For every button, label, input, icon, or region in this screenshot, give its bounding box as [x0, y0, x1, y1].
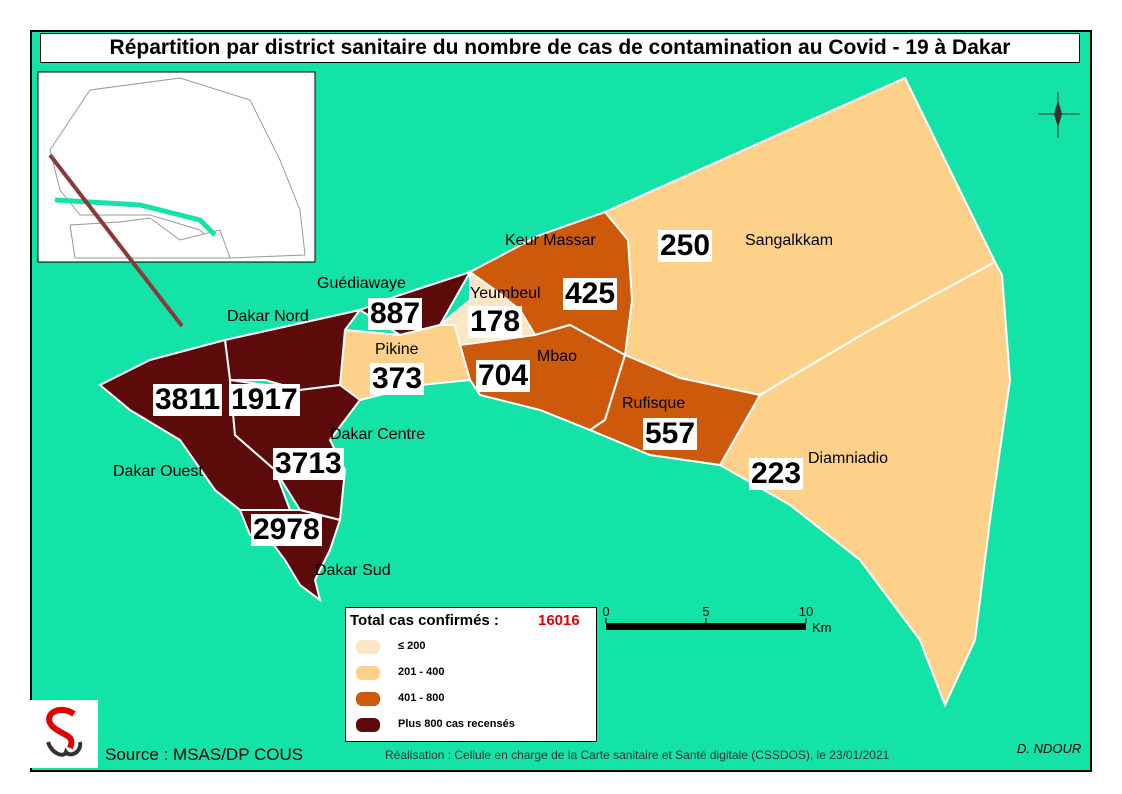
district-name: Yeumbeul [470, 285, 541, 302]
legend: Total cas confirmés : 16016 ≤ 200 201 - 4… [345, 607, 597, 742]
district-name: Dakar Nord [227, 308, 309, 325]
compass [1038, 92, 1080, 138]
district-cases: 425 [563, 277, 618, 310]
scale-tick-label: 0 [602, 604, 609, 619]
district-name: Sangalkkam [745, 232, 834, 249]
district-area [587, 353, 762, 467]
district-cases: 373 [370, 362, 425, 395]
locator-line [48, 153, 184, 328]
district-name: Dakar Ouest [113, 463, 203, 480]
legend-swatch [356, 666, 380, 680]
author: D. NDOUR [1017, 741, 1082, 756]
district-name: Mbao [537, 348, 578, 365]
credit: Réalisation : Cellule en charge de la Ca… [385, 748, 890, 762]
legend-total-label: Total cas confirmés : [350, 612, 499, 629]
district-cases: 1917 [229, 383, 300, 416]
legend-label: 201 - 400 [398, 666, 445, 678]
district-name: Pikine [375, 341, 419, 358]
legend-total: 16016 [538, 612, 580, 629]
scale-tick-label: 10 [799, 604, 813, 619]
logo [30, 700, 98, 768]
district-cases: 3811 [153, 383, 223, 416]
legend-swatch [356, 640, 380, 654]
scale-tick-label: 5 [702, 604, 709, 619]
district-cases: 557 [643, 417, 698, 450]
district-name: Dakar Sud [315, 562, 391, 579]
district-cases: 887 [368, 297, 423, 330]
legend-label: 401 - 800 [398, 692, 445, 704]
source: Source : MSAS/DP COUS [105, 745, 304, 764]
inset-river [54, 197, 217, 237]
district-cases: 704 [476, 359, 531, 392]
district-area [98, 338, 292, 511]
inset-country [49, 77, 306, 259]
district-name: Dakar Centre [330, 426, 426, 443]
district-cases: 178 [468, 305, 523, 338]
district-cases: 250 [658, 229, 713, 262]
scale-unit: Km [812, 620, 832, 635]
district-cases: 3713 [273, 447, 344, 480]
district-name: Rufisque [622, 395, 686, 412]
legend-label: Plus 800 cas recensés [398, 718, 515, 730]
scale-bar-body [606, 623, 806, 630]
legend-swatch [356, 718, 380, 732]
logo-mark [46, 706, 83, 757]
title: Répartition par district sanitaire du no… [40, 33, 1080, 63]
district-name: Keur Massar [505, 232, 596, 249]
district-cases: 223 [749, 457, 804, 490]
district-cases: 2978 [251, 513, 322, 546]
legend-label: ≤ 200 [398, 640, 426, 652]
district-name: Guédiawaye [317, 275, 406, 292]
legend-swatch [356, 692, 380, 706]
inset-region [69, 217, 231, 259]
district-name: Diamniadio [808, 450, 889, 467]
